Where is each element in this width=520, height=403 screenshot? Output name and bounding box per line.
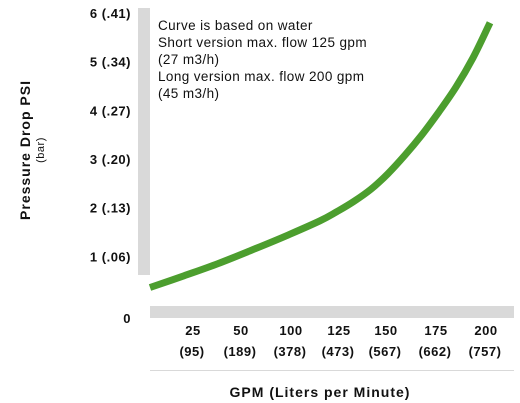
y-tick-label: 3 (.20) <box>90 152 131 167</box>
x-tick-gpm: 100 <box>279 323 302 338</box>
y-axis-bar <box>138 8 150 275</box>
x-tick-gpm: 200 <box>474 323 497 338</box>
x-tick-labels: 25 (95) 50 (189) 100 (378) 125 (473) 150 (567) 175… <box>179 323 502 359</box>
annotation-line: (45 m3/h) <box>158 86 219 101</box>
annotation-line: (27 m3/h) <box>158 52 219 67</box>
x-tick-gpm: 50 <box>233 323 248 338</box>
annotation-line: Long version max. flow 200 gpm <box>158 69 364 84</box>
x-tick-lpm: (662) <box>419 344 452 359</box>
x-tick-gpm: 150 <box>374 323 397 338</box>
x-tick-lpm: (757) <box>469 344 502 359</box>
annotation-line: Curve is based on water <box>158 18 313 33</box>
x-axis-bar <box>150 306 514 318</box>
x-tick-lpm: (189) <box>224 344 257 359</box>
x-tick-lpm: (473) <box>322 344 355 359</box>
x-axis-divider <box>150 370 514 371</box>
y-axis-sublabel: (bar) <box>35 137 47 163</box>
y-tick-label: 4 (.27) <box>90 103 131 118</box>
chart-annotations: Curve is based on water Short version max… <box>158 18 367 101</box>
y-tick-label: 1 (.06) <box>90 249 131 264</box>
y-axis-label: Pressure Drop PSI <box>17 80 33 220</box>
x-tick-gpm: 25 <box>185 323 200 338</box>
annotation-line: Short version max. flow 125 gpm <box>158 35 367 50</box>
y-tick-label: 2 (.13) <box>90 201 131 216</box>
y-tick-label: 5 (.34) <box>90 55 131 70</box>
pressure-drop-curve <box>148 21 494 291</box>
y-tick-labels: 0 1 (.06) 2 (.13) 3 (.20) 4 (.27) 5 (.34) 6 (.… <box>90 6 131 326</box>
x-tick-gpm: 175 <box>424 323 447 338</box>
x-tick-lpm: (378) <box>274 344 307 359</box>
y-tick-label: 6 (.41) <box>90 6 131 21</box>
x-tick-lpm: (567) <box>369 344 402 359</box>
x-axis-label: GPM (Liters per Minute) <box>230 384 411 400</box>
x-tick-lpm: (95) <box>179 344 204 359</box>
y-tick-label: 0 <box>123 311 131 326</box>
x-tick-gpm: 125 <box>327 323 350 338</box>
